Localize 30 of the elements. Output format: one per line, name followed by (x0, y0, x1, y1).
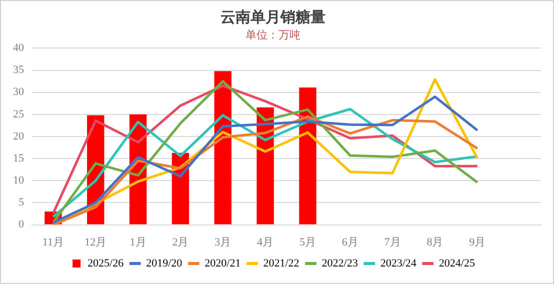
chart-title: 云南单月销糖量 (220, 8, 326, 26)
x-tick-label: 12月 (84, 236, 107, 248)
x-tick-label: 8月 (426, 236, 444, 248)
x-tick-label: 7月 (384, 236, 401, 248)
x-tick-label: 6月 (342, 236, 358, 248)
y-tick-label: 10 (13, 174, 24, 187)
y-tick-label: 0 (18, 218, 24, 231)
x-tick-label: 4月 (257, 236, 274, 248)
x-tick-label: 1月 (130, 236, 146, 248)
y-tick-label: 40 (13, 42, 24, 54)
bar (299, 87, 316, 224)
y-tick-label: 20 (13, 130, 24, 142)
legend-label: 2023/24 (380, 257, 417, 270)
chart-subtitle: 单位：万吨 (246, 28, 300, 42)
legend-label: 2024/25 (438, 257, 476, 270)
x-tick-label: 3月 (214, 236, 232, 248)
x-tick-label: 11月 (42, 236, 64, 248)
y-tick-label: 30 (13, 86, 24, 98)
legend-label: 2025/26 (88, 257, 124, 270)
x-tick-label: 9月 (469, 236, 486, 248)
y-tick-label: 25 (13, 108, 24, 120)
x-tick-label: 2月 (172, 236, 189, 248)
y-tick-label: 35 (13, 64, 24, 76)
legend-label: 2019/20 (146, 257, 183, 270)
y-tick-label: 15 (13, 152, 24, 164)
legend-label: 2021/22 (263, 257, 300, 270)
legend-label: 2022/23 (322, 257, 358, 270)
x-tick-label: 5月 (299, 236, 316, 248)
y-tick-label: 5 (18, 196, 24, 209)
legend-label: 2020/21 (204, 257, 241, 270)
